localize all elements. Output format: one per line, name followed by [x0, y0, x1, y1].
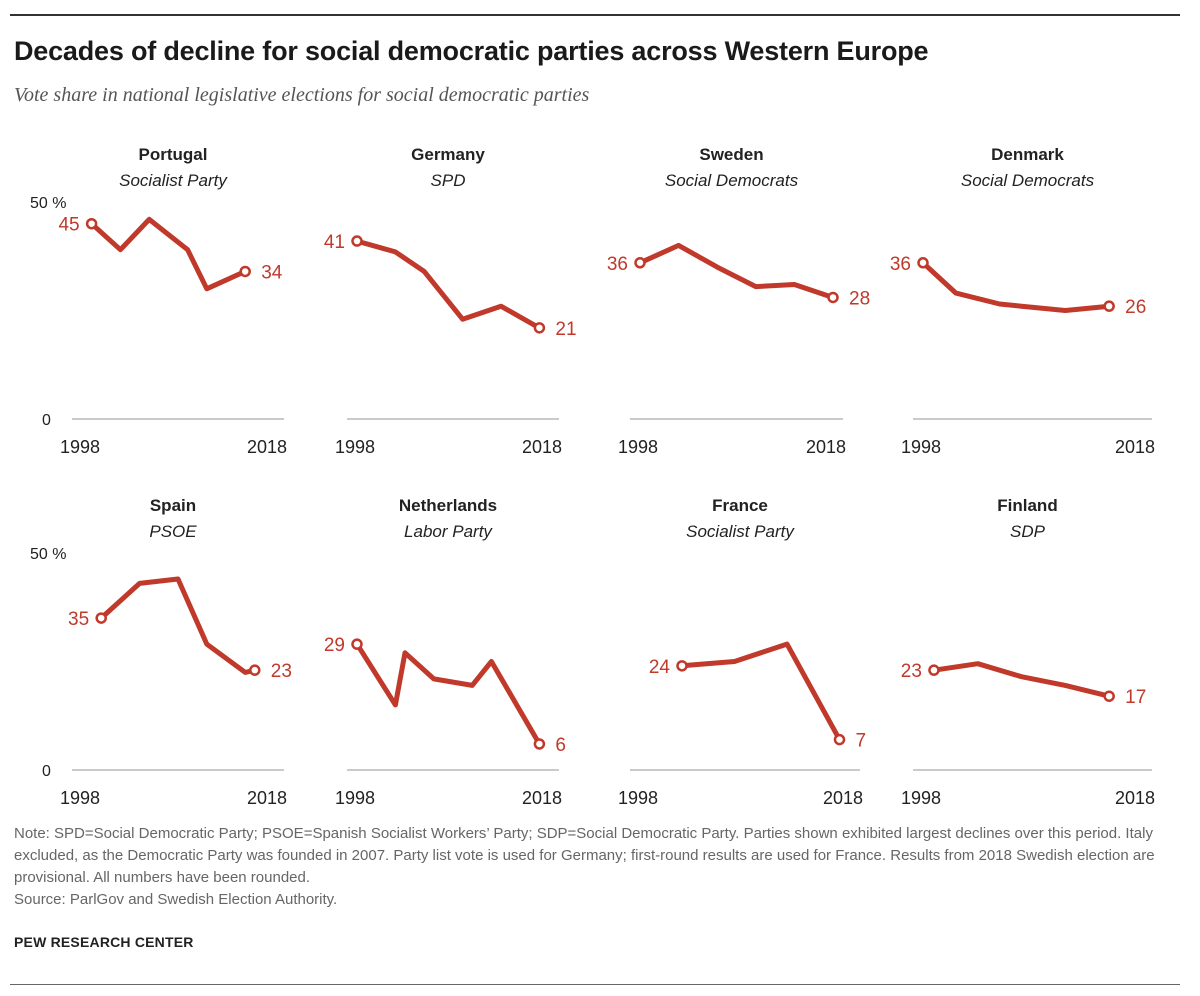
panel-title-france: France — [712, 496, 768, 515]
end-point-spain — [249, 664, 261, 676]
x-tick-end-denmark: 2018 — [1115, 437, 1155, 457]
x-tick-start-spain: 1998 — [60, 788, 100, 808]
start-value-label-netherlands: 29 — [324, 635, 345, 656]
panel-subtitle-finland: SDP — [1010, 522, 1046, 541]
end-point-france — [833, 733, 846, 746]
start-value-label-denmark: 36 — [890, 254, 911, 275]
series-line-spain — [98, 576, 258, 675]
publisher-credit: PEW RESEARCH CENTER — [14, 934, 194, 950]
y-tick-bottom-portugal: 0 — [42, 412, 51, 429]
start-point-france — [676, 660, 688, 672]
start-value-label-germany: 41 — [324, 232, 345, 253]
top-rule — [10, 14, 1180, 16]
start-point-denmark — [917, 257, 929, 269]
series-line-france — [679, 641, 842, 743]
end-point-denmark — [1103, 300, 1115, 312]
y-tick-bottom-spain: 0 — [42, 763, 51, 780]
panel-title-denmark: Denmark — [991, 145, 1064, 164]
end-value-label-netherlands: 6 — [555, 735, 566, 756]
start-point-spain — [95, 612, 107, 624]
start-value-label-france: 24 — [649, 657, 671, 678]
panel-subtitle-netherlands: Labor Party — [404, 522, 493, 541]
end-value-label-spain: 23 — [271, 661, 292, 682]
panel-subtitle-sweden: Social Democrats — [665, 171, 799, 190]
chart-note: Note: SPD=Social Democratic Party; PSOE=… — [14, 825, 1155, 886]
panel-title-germany: Germany — [411, 145, 485, 164]
y-tick-top-spain: 50 % — [30, 546, 66, 563]
series-line-sweden — [637, 242, 836, 300]
chart-title: Decades of decline for social democratic… — [14, 36, 929, 66]
panel-subtitle-portugal: Socialist Party — [119, 171, 228, 190]
start-value-label-spain: 35 — [68, 609, 89, 630]
panel-title-netherlands: Netherlands — [399, 496, 497, 515]
x-tick-start-france: 1998 — [618, 788, 658, 808]
start-value-label-sweden: 36 — [607, 254, 628, 275]
end-point-finland — [1103, 690, 1115, 702]
x-tick-start-sweden: 1998 — [618, 437, 658, 457]
end-point-sweden — [827, 291, 839, 304]
x-tick-end-sweden: 2018 — [806, 437, 846, 457]
x-tick-start-portugal: 1998 — [60, 437, 100, 457]
series-line-germany — [354, 238, 542, 331]
start-point-finland — [928, 664, 940, 676]
series-line-netherlands — [354, 641, 542, 747]
end-value-label-finland: 17 — [1125, 687, 1146, 708]
chart-source: Source: ParlGov and Swedish Election Aut… — [14, 891, 338, 908]
x-tick-start-finland: 1998 — [901, 788, 941, 808]
panel-title-sweden: Sweden — [699, 145, 763, 164]
bottom-rule — [10, 984, 1180, 985]
panel-subtitle-denmark: Social Democrats — [961, 171, 1095, 190]
start-point-portugal — [85, 217, 98, 230]
panel-title-finland: Finland — [997, 496, 1057, 515]
end-point-netherlands — [533, 738, 546, 750]
end-point-portugal — [239, 265, 251, 278]
end-value-label-denmark: 26 — [1125, 297, 1146, 318]
start-point-germany — [351, 235, 363, 247]
x-tick-end-portugal: 2018 — [247, 437, 287, 457]
x-tick-end-spain: 2018 — [247, 788, 287, 808]
start-point-netherlands — [351, 638, 363, 650]
series-line-portugal — [89, 216, 248, 292]
series-line-denmark — [920, 260, 1112, 313]
start-point-sweden — [634, 257, 646, 269]
end-value-label-portugal: 34 — [261, 262, 283, 283]
end-point-germany — [533, 322, 546, 334]
y-tick-top-portugal: 50 % — [30, 195, 66, 212]
x-tick-end-germany: 2018 — [522, 437, 562, 457]
end-value-label-sweden: 28 — [849, 288, 870, 309]
start-value-label-portugal: 45 — [58, 215, 79, 236]
x-tick-start-germany: 1998 — [335, 437, 375, 457]
panel-subtitle-france: Socialist Party — [686, 522, 795, 541]
start-value-label-finland: 23 — [901, 661, 922, 682]
panel-subtitle-germany: SPD — [431, 171, 466, 190]
panel-title-portugal: Portugal — [139, 145, 208, 164]
x-tick-start-denmark: 1998 — [901, 437, 941, 457]
x-tick-end-finland: 2018 — [1115, 788, 1155, 808]
x-tick-end-france: 2018 — [823, 788, 863, 808]
panel-subtitle-spain: PSOE — [149, 522, 197, 541]
chart-subtitle: Vote share in national legislative elect… — [14, 84, 590, 106]
chart-note-block: Note: SPD=Social Democratic Party; PSOE=… — [14, 823, 1174, 911]
x-tick-start-netherlands: 1998 — [335, 788, 375, 808]
series-line-finland — [931, 661, 1112, 699]
end-value-label-germany: 21 — [555, 319, 576, 340]
panel-title-spain: Spain — [150, 496, 196, 515]
x-tick-end-netherlands: 2018 — [522, 788, 562, 808]
end-value-label-france: 7 — [856, 731, 867, 752]
